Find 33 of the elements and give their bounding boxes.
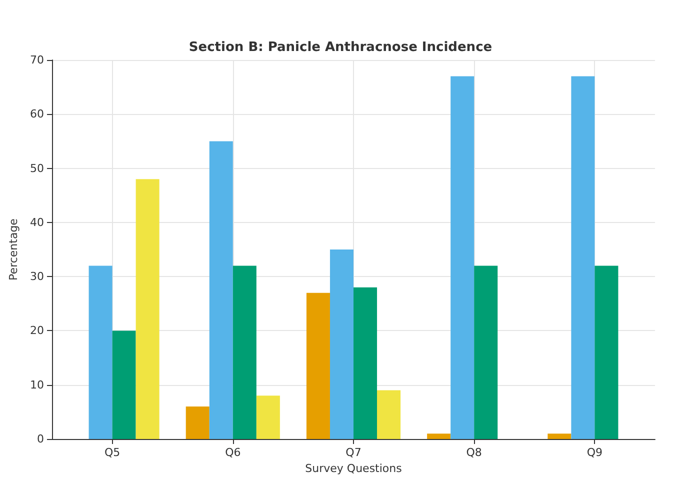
bar xyxy=(474,266,498,439)
chart-title: Section B: Panicle Anthracnose Incidence xyxy=(188,40,492,55)
x-tick-label: Q6 xyxy=(225,446,241,459)
bar xyxy=(354,287,378,439)
y-tick-label: 0 xyxy=(37,432,44,446)
x-tick-label: Q8 xyxy=(466,446,482,459)
bar xyxy=(136,179,160,439)
bar xyxy=(306,292,330,439)
y-tick-label: 30 xyxy=(30,270,44,284)
y-tick-label: 60 xyxy=(30,108,44,121)
bar xyxy=(186,406,210,439)
bar xyxy=(594,266,618,439)
bar xyxy=(330,250,354,439)
x-tick-label: Q5 xyxy=(104,446,120,459)
bar xyxy=(571,76,595,439)
y-tick-label: 20 xyxy=(30,324,44,338)
bar xyxy=(427,434,451,439)
bar xyxy=(548,434,572,439)
y-tick-label: 70 xyxy=(30,54,44,66)
x-tick-label: Q7 xyxy=(346,446,362,459)
bar xyxy=(450,76,474,439)
y-tick-label: 40 xyxy=(30,216,44,229)
y-tick-label: 50 xyxy=(30,162,44,175)
bar xyxy=(377,390,401,439)
x-tick-label: Q9 xyxy=(586,446,603,459)
y-axis-title: Percentage xyxy=(7,218,20,280)
bar xyxy=(112,330,136,439)
x-axis-title: Survey Questions xyxy=(305,462,402,475)
y-tick-label: 10 xyxy=(30,378,44,392)
bar xyxy=(256,396,280,439)
bar xyxy=(209,141,233,439)
bar xyxy=(232,266,256,439)
bar xyxy=(88,266,112,439)
